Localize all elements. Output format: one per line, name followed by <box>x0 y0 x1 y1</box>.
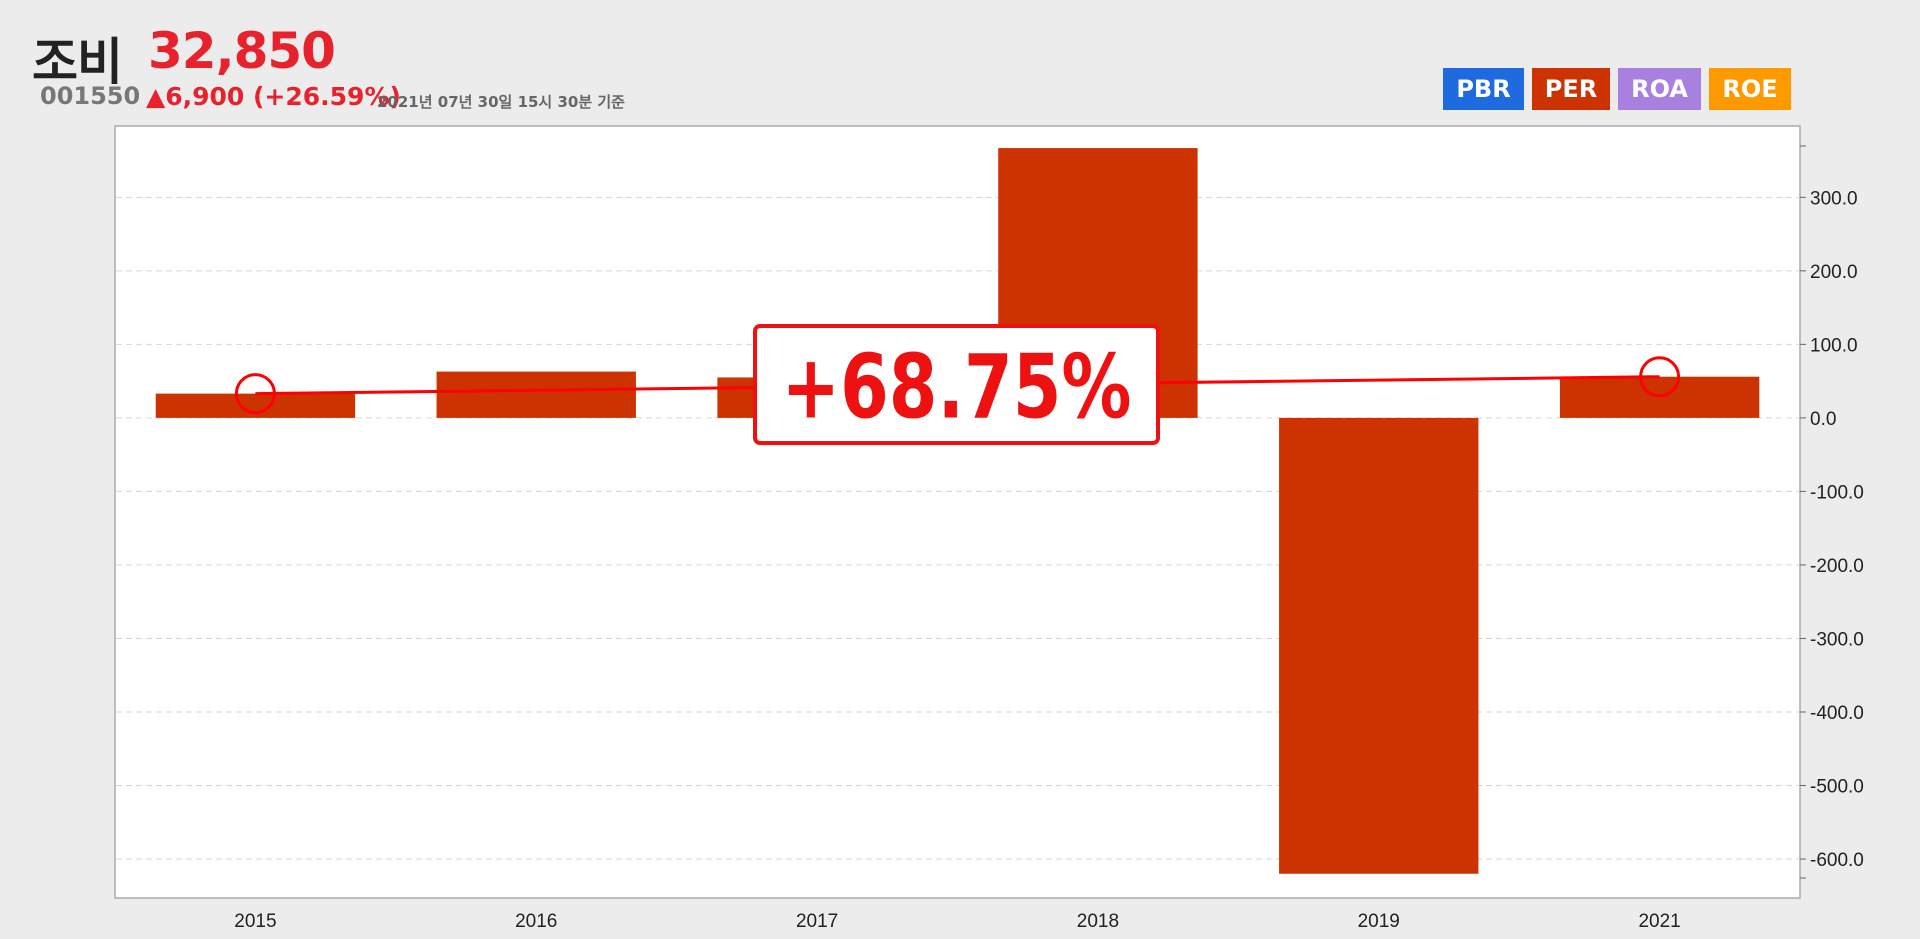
bar-2021 <box>1559 376 1760 418</box>
change-annotation-text: +68.75% <box>782 336 1132 439</box>
x-tick-label: 2018 <box>1077 911 1119 932</box>
y-tick-label: 100.0 <box>1810 335 1858 356</box>
trend-end-marker <box>1639 356 1681 398</box>
y-tick-label: -400.0 <box>1810 703 1864 724</box>
y-tick-label: -600.0 <box>1810 850 1864 871</box>
price-change: ▲6,900 (+26.59%) <box>146 82 401 111</box>
metric-tabs: PBR PER ROA ROE <box>1443 68 1791 110</box>
stock-name: 조비 <box>32 33 123 91</box>
tab-roe[interactable]: ROE <box>1709 68 1791 110</box>
tab-roa[interactable]: ROA <box>1618 68 1701 110</box>
tab-per[interactable]: PER <box>1532 68 1610 110</box>
bar-2015 <box>155 393 356 418</box>
stock-code: 001550 <box>40 82 141 110</box>
stock-header: 조비 32,850 001550 ▲6,900 (+26.59%) 2021년 … <box>0 0 1920 125</box>
x-tick-label: 2021 <box>1638 911 1680 932</box>
y-tick-label: -300.0 <box>1810 629 1864 650</box>
y-tick-label: -100.0 <box>1810 482 1864 503</box>
y-tick-label: 200.0 <box>1810 262 1858 283</box>
timestamp: 2021년 07년 30일 15시 30분 기준 <box>377 93 625 111</box>
bar-2016 <box>436 371 636 418</box>
tab-pbr[interactable]: PBR <box>1443 68 1524 110</box>
x-tick-label: 2019 <box>1358 911 1400 932</box>
y-tick-label: -500.0 <box>1810 777 1864 798</box>
x-tick-label: 2017 <box>796 911 838 932</box>
y-tick-label: -200.0 <box>1810 556 1864 577</box>
plot-area <box>114 125 1801 899</box>
stock-price: 32,850 <box>148 22 336 80</box>
y-tick-label: 0.0 <box>1810 409 1836 430</box>
trend-start-marker <box>234 373 276 415</box>
x-tick-label: 2016 <box>515 911 557 932</box>
bar-2019 <box>1279 417 1479 874</box>
y-tick-label: 300.0 <box>1810 188 1858 209</box>
x-tick-label: 2015 <box>234 911 276 932</box>
change-annotation-box <box>753 324 1160 445</box>
